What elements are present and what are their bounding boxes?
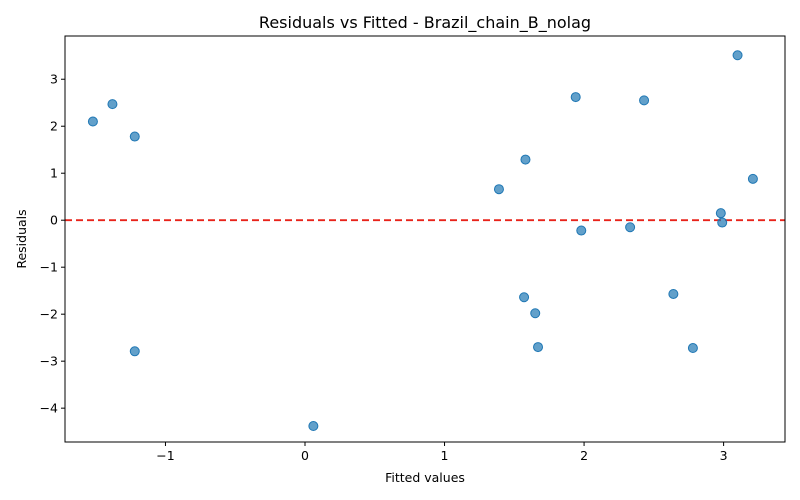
x-tick-label: −1 — [156, 448, 174, 463]
data-point-4 — [308, 421, 319, 432]
x-axis-ticks: −1 0 1 2 3 — [156, 442, 728, 463]
y-tick-label: 1 — [50, 166, 58, 181]
data-point-5 — [493, 184, 504, 195]
y-tick-label: 3 — [50, 72, 58, 87]
data-point-16 — [715, 208, 726, 219]
data-point-12 — [625, 222, 636, 233]
x-tick-label: 3 — [720, 448, 728, 463]
x-tick-label: 1 — [441, 448, 449, 463]
y-axis-ticks: −4 −3 −2 −1 0 1 2 3 — [40, 72, 65, 416]
y-tick-label: −3 — [40, 354, 58, 369]
x-axis-label: Fitted values — [385, 470, 465, 485]
data-point-7 — [520, 154, 531, 165]
data-point-0 — [87, 116, 98, 127]
data-point-14 — [668, 288, 679, 299]
x-tick-label: 2 — [580, 448, 588, 463]
y-tick-label: −1 — [40, 260, 58, 275]
points-layer — [87, 50, 758, 432]
data-point-6 — [519, 292, 530, 303]
data-point-1 — [107, 99, 118, 110]
y-tick-label: 0 — [50, 213, 58, 228]
data-point-3 — [129, 346, 140, 357]
data-point-15 — [687, 343, 698, 354]
plot-frame — [64, 35, 786, 443]
y-tick-label: 2 — [50, 119, 58, 134]
x-tick-label: 0 — [301, 448, 309, 463]
data-point-17 — [717, 217, 728, 228]
y-tick-label: −2 — [40, 307, 58, 322]
data-point-13 — [639, 95, 650, 106]
data-point-9 — [533, 342, 544, 353]
data-point-11 — [576, 225, 587, 236]
data-point-19 — [747, 173, 758, 184]
y-axis-label: Residuals — [14, 209, 29, 268]
data-point-8 — [530, 308, 541, 319]
chart-title: Residuals vs Fitted - Brazil_chain_B_nol… — [259, 13, 591, 33]
data-point-10 — [570, 92, 581, 103]
y-tick-label: −4 — [40, 401, 58, 416]
data-point-18 — [732, 50, 743, 61]
data-point-2 — [129, 131, 140, 142]
